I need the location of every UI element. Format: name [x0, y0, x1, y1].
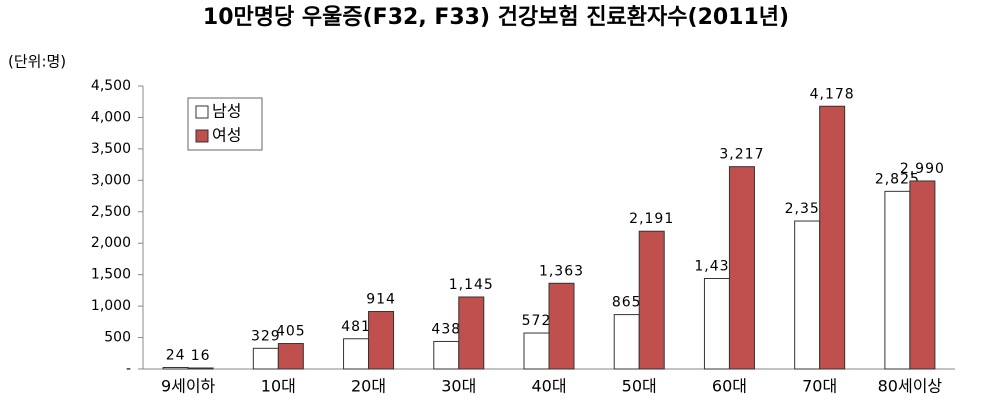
y-tick-label: 2,000	[91, 235, 131, 251]
bar	[277, 343, 304, 370]
value-label: 572	[522, 313, 552, 329]
x-tick-label: 80세이상	[878, 377, 943, 396]
x-tick-label: 10대	[261, 377, 296, 396]
x-tick-label: 70대	[802, 377, 837, 396]
value-label: 438	[431, 321, 461, 337]
bar	[343, 338, 370, 370]
bar	[433, 340, 460, 370]
y-tick-label: 2,500	[91, 204, 131, 220]
value-label: 16	[191, 348, 211, 364]
bar	[162, 366, 189, 370]
legend-label: 여성	[212, 126, 241, 145]
value-label: 24	[166, 347, 186, 363]
value-label: 3,217	[719, 147, 764, 163]
y-tick-label: 3,500	[91, 141, 131, 157]
y-tick-label: -	[126, 361, 131, 377]
y-tick-label: 500	[104, 330, 131, 346]
value-label: 1,363	[539, 263, 584, 279]
bar	[909, 180, 936, 370]
value-label: 2,990	[900, 161, 945, 177]
x-tick-label: 50대	[622, 377, 657, 396]
x-tick-label: 20대	[351, 377, 386, 396]
bar	[819, 105, 846, 370]
y-tick-label: 4,000	[91, 109, 131, 125]
x-tick-label: 9세이하	[161, 377, 216, 396]
y-tick-label: 4,500	[91, 78, 131, 94]
bar	[548, 282, 575, 370]
bar	[884, 190, 911, 370]
bar	[187, 367, 214, 370]
legend-label: 남성	[212, 102, 241, 121]
unit-label: (단위:명)	[8, 53, 66, 71]
value-label: 405	[276, 324, 306, 340]
value-label: 4,178	[810, 86, 855, 102]
legend-swatch	[195, 129, 209, 143]
bar	[458, 296, 485, 370]
bar	[794, 220, 821, 370]
chart-title: 10만명당 우울증(F32, F33) 건강보험 진료환자수(2011년)	[203, 4, 789, 30]
bar	[703, 278, 730, 370]
value-label: 914	[366, 292, 396, 308]
value-label: 1,145	[449, 277, 494, 293]
y-tick-label: 3,000	[91, 172, 131, 188]
value-label: 2,353	[785, 201, 830, 217]
bar	[252, 347, 279, 370]
y-tick-label: 1,000	[91, 298, 131, 314]
bar	[368, 311, 395, 370]
value-label: 481	[341, 319, 371, 335]
x-tick-label: 30대	[441, 377, 476, 396]
value-label: 2,191	[629, 211, 674, 227]
bar	[523, 332, 550, 370]
value-label: 1,439	[694, 259, 739, 275]
y-tick-label: 1,500	[91, 267, 131, 283]
bar	[728, 166, 755, 370]
bar	[638, 230, 665, 370]
value-label: 329	[251, 328, 281, 344]
value-label: 865	[612, 295, 642, 311]
x-tick-label: 60대	[712, 377, 747, 396]
bar	[613, 314, 640, 370]
legend-swatch	[195, 105, 209, 119]
value-label: 2,825	[875, 171, 920, 187]
x-tick-label: 40대	[531, 377, 566, 396]
